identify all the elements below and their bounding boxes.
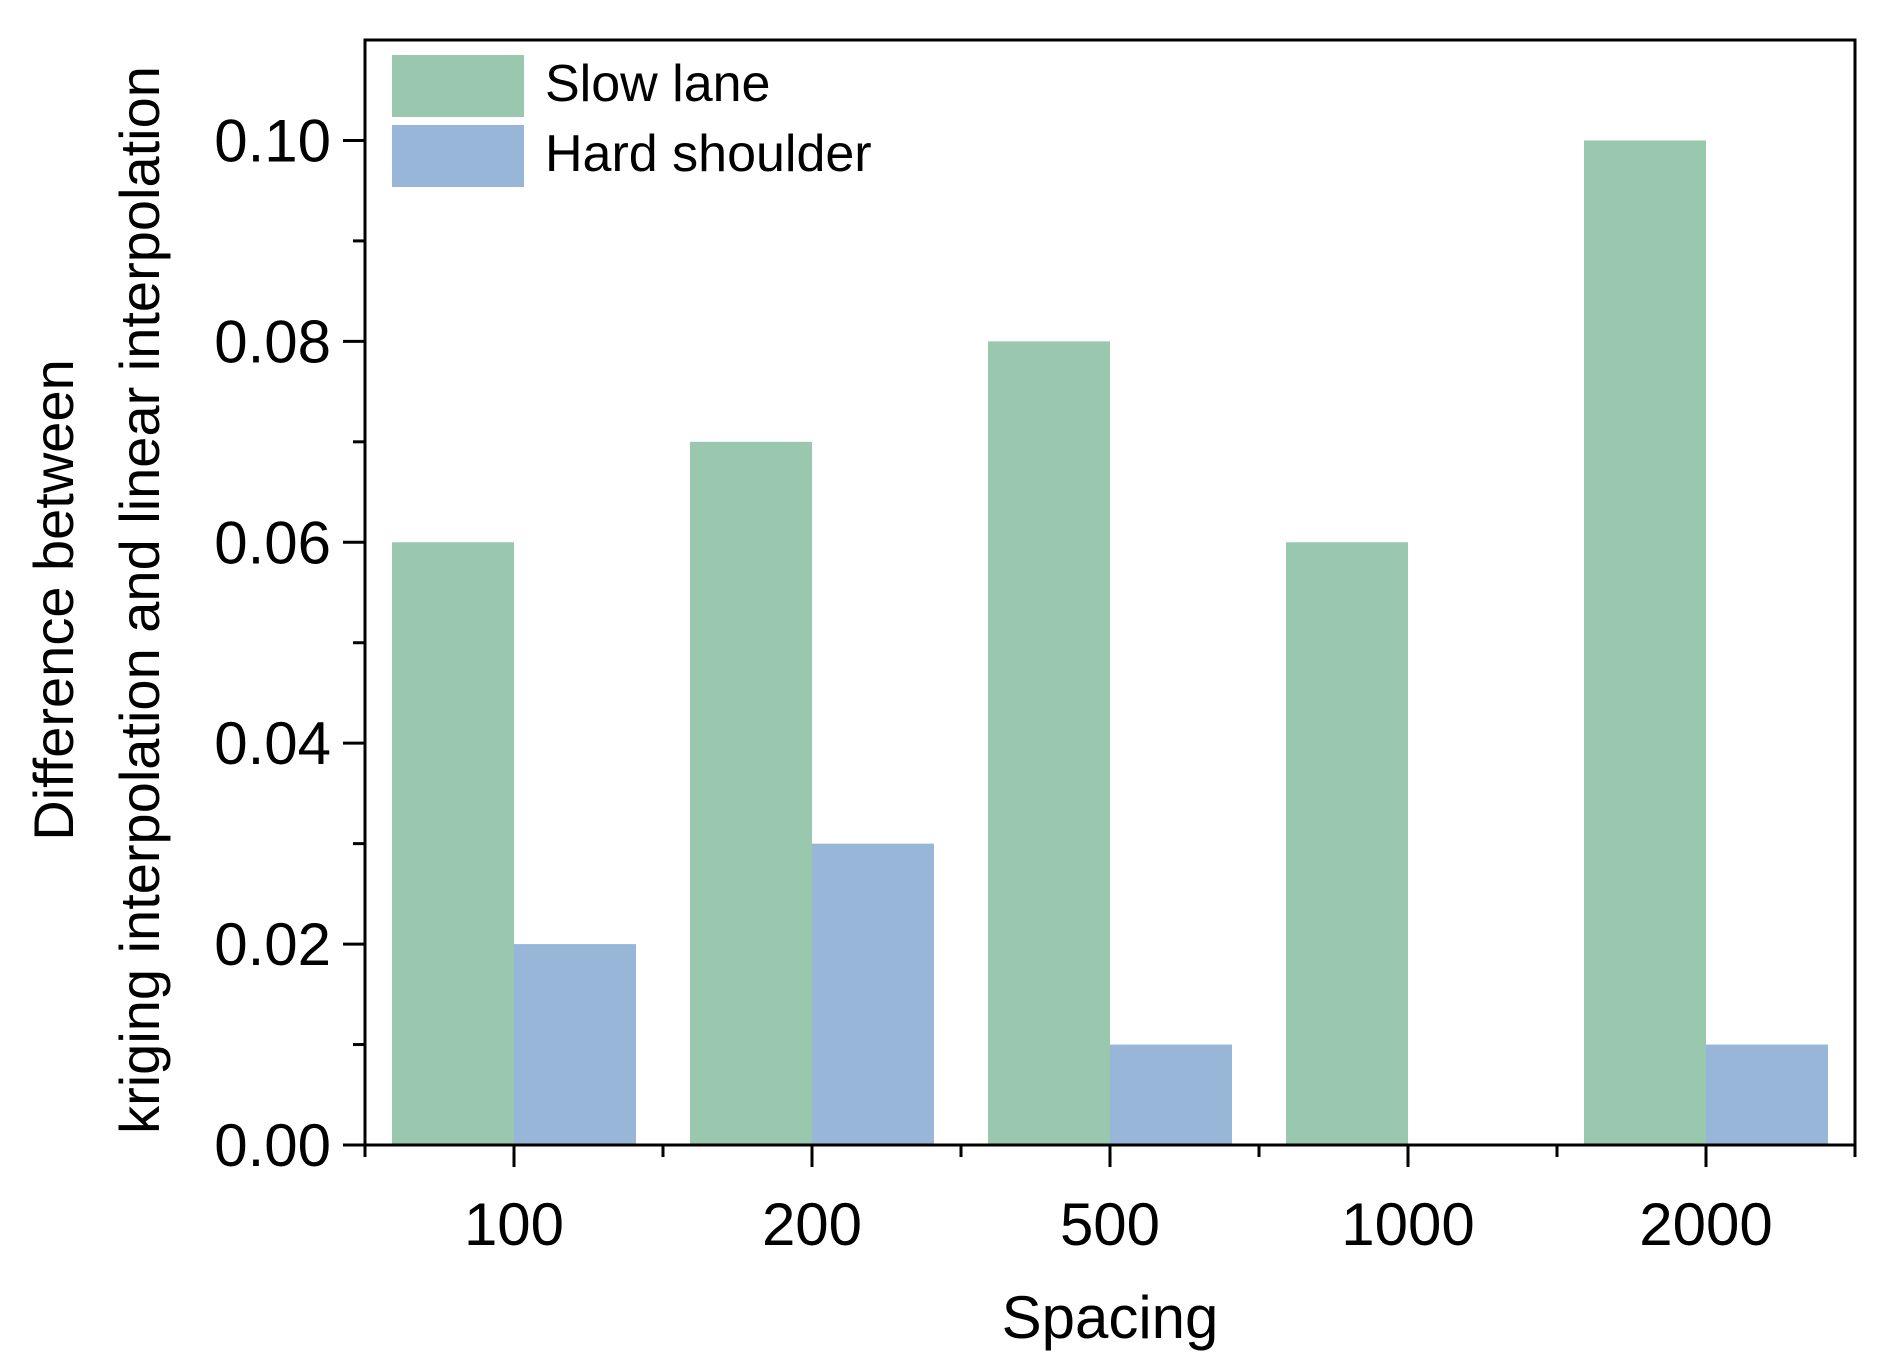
bar-hard-shoulder-2000 [1706,1044,1828,1145]
x-axis-title: Spacing [1002,1284,1219,1351]
legend-swatch [392,125,524,187]
bar-slow-lane-200 [690,441,812,1145]
bar-slow-lane-100 [392,542,514,1145]
y-tick-label: 0.08 [214,308,331,375]
x-axis: 100 200 500 1000 2000 [363,1145,1857,1258]
bar-slow-lane-1000 [1286,542,1408,1145]
legend: Slow lane Hard shoulder [392,55,872,187]
plot-frame [363,38,1857,1147]
bar-hard-shoulder-500 [1110,1044,1232,1145]
y-tick-label: 0.10 [214,107,331,174]
bar-hard-shoulder-200 [812,843,934,1145]
plot-border [363,38,1857,1147]
y-axis-title: Difference between kriging interpolation… [22,66,171,1134]
y-tick-label: 0.02 [214,911,331,978]
legend-swatch [392,55,524,117]
y-tick-label: 0.04 [214,710,331,777]
x-tick-label: 2000 [1639,1191,1772,1258]
legend-label: Hard shoulder [545,125,872,183]
y-tick-label: 0.06 [214,509,331,576]
y-axis: 0.00 0.02 0.04 0.06 0.08 0.10 [214,107,365,1179]
y-axis-title-line-2: kriging interpolation and linear interpo… [108,66,171,1134]
bar-hard-shoulder-100 [514,944,636,1145]
x-tick-label: 200 [762,1191,862,1258]
bar-slow-lane-2000 [1584,140,1706,1146]
x-tick-label: 1000 [1341,1191,1474,1258]
y-tick-label: 0.00 [214,1112,331,1179]
legend-label: Slow lane [545,55,770,113]
bar-slow-lane-500 [988,341,1110,1145]
y-axis-title-line-1: Difference between [22,359,85,841]
x-tick-label: 100 [464,1191,564,1258]
x-tick-label: 500 [1060,1191,1160,1258]
bars [392,140,1828,1146]
